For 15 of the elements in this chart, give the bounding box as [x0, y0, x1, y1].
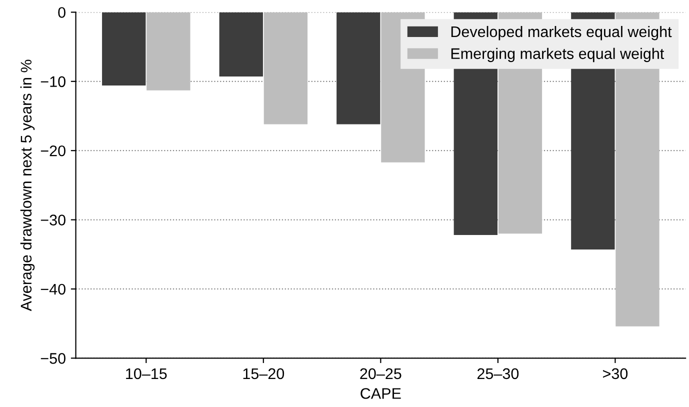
legend-label: Developed markets equal weight	[451, 26, 672, 40]
x-tick-label: 20–25	[360, 368, 402, 380]
x-tick-label: >30	[602, 368, 628, 380]
y-tick-label: −10	[40, 76, 66, 88]
legend-label: Emerging markets equal weight	[451, 48, 664, 62]
y-axis-title: Average drawdown next 5 years in %	[20, 60, 35, 312]
x-axis-title: CAPE	[360, 388, 401, 399]
x-tick-label: 15–20	[243, 368, 284, 380]
y-tick-label: −40	[40, 284, 66, 295]
y-tick-label: −30	[40, 214, 66, 226]
y-tick-label: −20	[40, 145, 66, 156]
y-tick-label: −50	[40, 353, 66, 364]
x-tick-label: 25–30	[477, 368, 519, 380]
x-tick-label: 10–15	[126, 368, 167, 380]
y-tick-label: 0	[58, 7, 66, 18]
